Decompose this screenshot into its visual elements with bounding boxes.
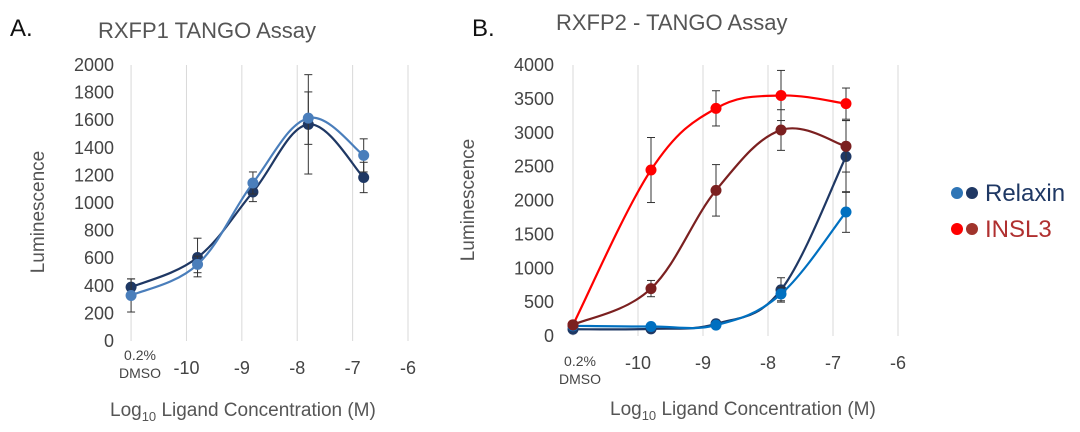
panel-b-data-point xyxy=(645,321,657,333)
panel-a-data-point xyxy=(192,258,204,270)
panel-b-data-point xyxy=(645,283,657,295)
panel-a-data-point xyxy=(302,112,314,124)
panel-b-data-point xyxy=(710,319,722,331)
panel-a-control-label-1: 0.2% xyxy=(124,347,156,363)
panel-a-plot: 0 200 400 600 800 1000 1200 1400 1600 1800 2000 -10… xyxy=(74,55,416,378)
panel-b-data-point xyxy=(710,102,722,114)
panel-a-data-point xyxy=(125,289,137,301)
panel-a-ylabel: Luminescence xyxy=(28,151,49,274)
panel-b-data-point xyxy=(710,184,722,196)
panel-b-xlabel-sub: 10 xyxy=(642,408,656,423)
panel-a-y-tick-label: 1200 xyxy=(74,165,114,185)
panel-a-y-tick-label: 0 xyxy=(104,331,114,351)
panel-b-x-tick-label: -7 xyxy=(825,353,841,373)
panel-b-letter: B. xyxy=(472,15,495,42)
panel-a-x-tick-label: -8 xyxy=(289,358,305,378)
panel-a-y-tick-label: 600 xyxy=(84,248,114,268)
panel-b-control-label-2: DMSO xyxy=(559,371,601,387)
panel-b-data-point xyxy=(840,98,852,110)
panel-a-data-point xyxy=(247,177,259,189)
panel-b-ylabel: Luminescence xyxy=(458,139,479,262)
panel-b-title: RXFP2 - TANGO Assay xyxy=(556,10,787,35)
panel-a-xlabel-main: Log xyxy=(110,400,142,421)
legend-relaxin-dot-1 xyxy=(951,187,963,199)
panel-a-x-tick-label: -10 xyxy=(173,358,199,378)
legend-insl3-dot-1 xyxy=(951,223,963,235)
panel-b-data-point xyxy=(645,164,657,176)
panel-b-y-tick-label: 0 xyxy=(544,326,554,346)
panel-a-x-tick-label: -7 xyxy=(345,358,361,378)
panel-b-data-point xyxy=(567,319,579,331)
panel-b-x-tick-label: -6 xyxy=(890,353,906,373)
panel-b-xlabel-main: Log xyxy=(610,399,642,420)
panel-b-x-tick-label: -8 xyxy=(760,353,776,373)
panel-b-y-tick-label: 1000 xyxy=(514,258,554,278)
panel-a-y-tick-label: 1000 xyxy=(74,193,114,213)
panel-b-y-tick-label: 2000 xyxy=(514,191,554,211)
panel-a-control-label-2: DMSO xyxy=(119,365,161,381)
panel-b-y-tick-label: 3500 xyxy=(514,89,554,109)
panel-b-x-tick-label: -10 xyxy=(625,353,651,373)
panel-a-xlabel-sub: 10 xyxy=(142,409,156,424)
panel-b-xlabel-rest: Ligand Concentration (M) xyxy=(656,399,876,420)
panel-b-y-tick-label: 500 xyxy=(524,292,554,312)
panel-b-series-line xyxy=(572,155,847,331)
panel-a-y-tick-label: 1400 xyxy=(74,138,114,158)
panel-a-data-point xyxy=(358,171,370,183)
panel-b-series-line xyxy=(572,127,847,326)
panel-b-y-tick-label: 4000 xyxy=(514,55,554,75)
legend-insl3-label: INSL3 xyxy=(985,216,1052,243)
legend-relaxin-dot-2 xyxy=(966,187,978,199)
panel-b-x-tick-label: -9 xyxy=(695,353,711,373)
panel-a-xlabel-rest: Ligand Concentration (M) xyxy=(156,400,376,421)
panel-b-xlabel: Log10 Ligand Concentration (M) xyxy=(610,399,876,423)
panel-b-data-point xyxy=(840,206,852,218)
panel-b-data-point xyxy=(840,140,852,152)
panel-a-y-tick-label: 1600 xyxy=(74,110,114,130)
panel-a-y-tick-label: 400 xyxy=(84,276,114,296)
panel-b-data-point xyxy=(775,288,787,300)
panel-b-series-line xyxy=(572,94,847,326)
panel-b-control-label-1: 0.2% xyxy=(564,353,596,369)
panel-a-xlabel: Log10 Ligand Concentration (M) xyxy=(110,400,376,424)
panel-a-y-tick-label: 1800 xyxy=(74,83,114,103)
panel-b-plot: 0 500 1000 1500 2000 2500 3000 3500 4000 -10 -9 -8 -… xyxy=(514,55,906,373)
panel-a-title: RXFP1 TANGO Assay xyxy=(98,18,316,43)
panel-b-data-point xyxy=(775,124,787,136)
panel-a-series-line xyxy=(130,116,365,297)
panel-b-y-tick-label: 3000 xyxy=(514,123,554,143)
panel-a-x-tick-label: -9 xyxy=(234,358,250,378)
panel-a-y-tick-label: 2000 xyxy=(74,55,114,75)
legend: Relaxin INSL3 xyxy=(951,180,1065,243)
panel-a-series-line xyxy=(130,123,365,289)
panel-a-letter: A. xyxy=(10,15,33,42)
panel-a-data-point xyxy=(358,149,370,161)
legend-relaxin-label: Relaxin xyxy=(985,180,1065,207)
panel-a-y-tick-label: 200 xyxy=(84,303,114,323)
panel-a-x-tick-label: -6 xyxy=(400,358,416,378)
legend-insl3-dot-2 xyxy=(966,223,978,235)
panel-b-y-tick-label: 1500 xyxy=(514,224,554,244)
panel-b-data-point xyxy=(775,89,787,101)
panel-a-y-tick-label: 800 xyxy=(84,221,114,241)
panel-b-y-tick-label: 2500 xyxy=(514,157,554,177)
